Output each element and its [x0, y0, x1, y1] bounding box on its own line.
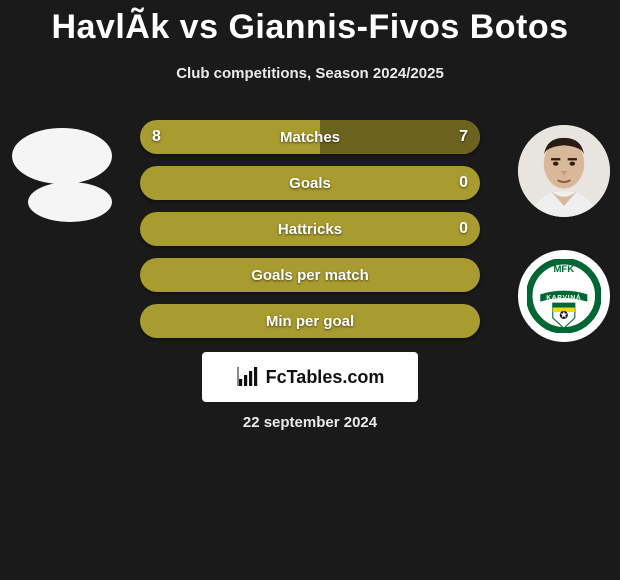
stat-value-right: 7	[459, 120, 468, 154]
svg-text:KARVINÁ: KARVINÁ	[546, 293, 581, 302]
subtitle: Club competitions, Season 2024/2025	[0, 65, 620, 82]
page-title: HavlÃ­k vs Giannis-Fivos Botos	[0, 0, 620, 47]
date-line: 22 september 2024	[0, 414, 620, 431]
player-left-avatar-placeholder	[12, 128, 112, 184]
stat-value-right: 0	[459, 212, 468, 246]
stat-row: Hattricks0	[140, 212, 480, 246]
club-left-placeholder	[28, 182, 112, 222]
stat-value-left: 8	[152, 120, 161, 154]
bar-chart-icon	[236, 365, 260, 389]
stat-label: Goals per match	[140, 258, 480, 292]
stat-row: Goals0	[140, 166, 480, 200]
stat-label: Hattricks	[140, 212, 480, 246]
stat-label: Min per goal	[140, 304, 480, 338]
stat-row: Matches8 7	[140, 120, 480, 154]
player-right-avatar	[518, 125, 610, 217]
club-right-logo: MFK KARVINÁ	[518, 250, 610, 342]
stat-row: Goals per match	[140, 258, 480, 292]
stat-label: Goals	[140, 166, 480, 200]
stat-value-right: 0	[459, 166, 468, 200]
stat-row: Min per goal	[140, 304, 480, 338]
brand-text: FcTables.com	[266, 367, 385, 388]
svg-text:MFK: MFK	[554, 264, 575, 275]
stat-rows: Matches87Goals0Hattricks0Goals per match…	[140, 120, 480, 350]
brand-badge: FcTables.com	[202, 352, 418, 402]
stat-label: Matches	[140, 120, 480, 154]
